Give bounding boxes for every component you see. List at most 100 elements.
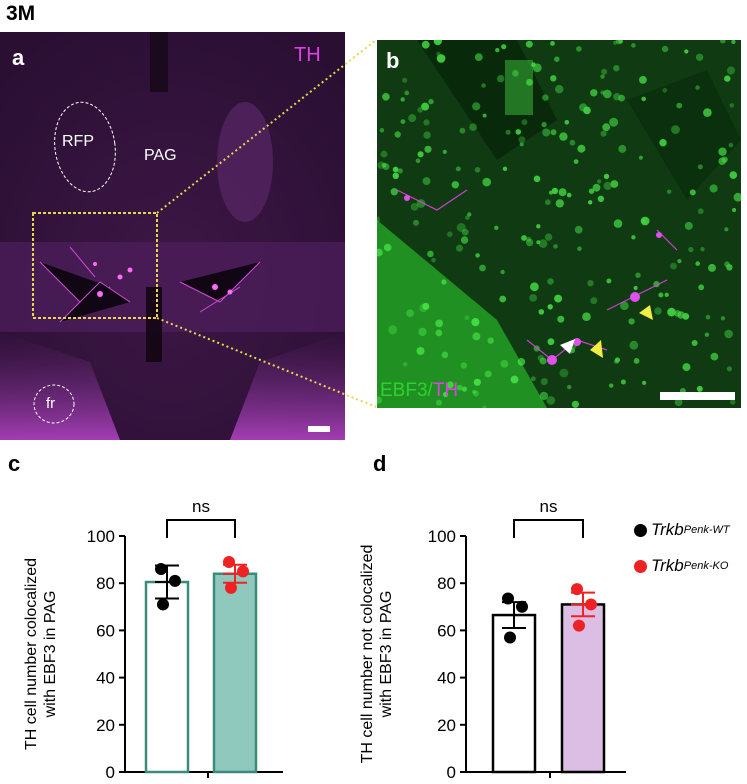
- nucleus: [392, 166, 399, 173]
- y-tick-label: 40: [96, 669, 115, 688]
- nucleus: [618, 144, 627, 153]
- channel-separator: /: [427, 380, 433, 401]
- nucleus: [659, 139, 667, 147]
- nucleus: [551, 187, 559, 195]
- panel-b-letter: b: [386, 48, 400, 73]
- nucleus: [638, 155, 643, 160]
- nucleus: [538, 239, 548, 248]
- nucleus: [662, 87, 668, 93]
- nucleus: [427, 250, 434, 258]
- nucleus: [558, 188, 567, 197]
- nucleus: [533, 175, 541, 183]
- chart-c: TH cell number colocalized with EBF3 in P…: [23, 497, 283, 782]
- nucleus: [550, 129, 557, 136]
- nucleus: [670, 262, 677, 270]
- nucleus: [550, 41, 555, 46]
- nucleus: [542, 128, 551, 137]
- nucleus: [577, 144, 586, 153]
- nucleus: [540, 378, 548, 386]
- nucleus: [582, 312, 591, 322]
- nucleus: [413, 219, 419, 226]
- nucleus: [461, 228, 469, 236]
- nucleus: [700, 247, 705, 252]
- nucleus: [726, 66, 736, 75]
- nucleus: [451, 181, 459, 189]
- data-point: [573, 619, 585, 632]
- bar-ko: [212, 572, 258, 774]
- nucleus: [600, 90, 605, 95]
- nucleus: [677, 311, 685, 319]
- nucleus: [515, 129, 522, 135]
- nucleus: [705, 314, 711, 320]
- nucleus: [400, 97, 405, 102]
- nucleus: [379, 128, 385, 133]
- nucleus: [729, 103, 735, 108]
- data-point: [169, 574, 181, 587]
- region-fr: fr: [46, 395, 56, 412]
- nucleus: [482, 177, 491, 187]
- nucleus: [410, 203, 419, 211]
- nucleus: [521, 235, 527, 241]
- nucleus: [441, 351, 449, 359]
- nucleus: [402, 77, 408, 83]
- nucleus: [730, 399, 736, 405]
- nucleus: [394, 131, 401, 138]
- nucleus: [482, 113, 487, 118]
- nucleus: [530, 376, 536, 382]
- nucleus: [377, 396, 382, 404]
- nucleus: [500, 269, 505, 275]
- y-tick-label: 20: [96, 716, 115, 735]
- y-tick-label: 40: [437, 669, 456, 688]
- nucleus: [536, 240, 541, 245]
- nucleus: [382, 93, 390, 101]
- nucleus: [709, 184, 718, 193]
- nucleus: [671, 125, 680, 134]
- legend-label-wt-sup: Penk-WT: [683, 524, 730, 536]
- nucleus: [689, 189, 696, 196]
- nucleus: [536, 224, 541, 229]
- nucleus: [461, 386, 468, 392]
- nucleus: [710, 352, 719, 361]
- nucleus: [603, 181, 612, 190]
- nucleus: [600, 74, 605, 79]
- nucleus: [542, 94, 549, 101]
- nucleus: [495, 47, 500, 53]
- nucleus: [573, 159, 579, 164]
- nucleus: [674, 398, 683, 407]
- nucleus: [633, 358, 640, 364]
- nucleus: [550, 75, 557, 82]
- y-axis-label-line1: TH cell number not colocalized: [359, 545, 376, 764]
- nucleus: [505, 129, 511, 135]
- nucleus: [500, 360, 509, 368]
- nucleus: [479, 264, 486, 272]
- nucleus: [613, 40, 618, 45]
- nucleus: [554, 294, 563, 303]
- nucleus: [472, 102, 481, 111]
- nucleus: [676, 102, 683, 109]
- y-tick-label: 100: [428, 527, 456, 546]
- nucleus: [569, 139, 576, 146]
- nucleus: [475, 253, 480, 258]
- nucleus: [546, 396, 556, 405]
- nucleus: [390, 188, 398, 196]
- y-tick-label: 80: [96, 574, 115, 593]
- nucleus: [733, 192, 741, 202]
- nucleus: [494, 225, 499, 230]
- nucleus: [435, 399, 443, 406]
- nucleus: [472, 332, 481, 341]
- data-point: [504, 631, 516, 644]
- nucleus: [696, 385, 703, 392]
- nucleus: [435, 329, 443, 337]
- nucleus: [613, 93, 621, 101]
- nucleus: [469, 123, 477, 131]
- nucleus: [718, 147, 727, 156]
- bar-ko: [560, 603, 606, 774]
- nucleus: [397, 168, 403, 174]
- nucleus: [400, 119, 406, 124]
- nucleus: [381, 162, 387, 168]
- nucleus: [576, 46, 582, 52]
- nucleus: [667, 189, 672, 194]
- panel-a-letter: a: [12, 45, 25, 70]
- nucleus: [416, 347, 425, 355]
- nucleus: [423, 119, 430, 126]
